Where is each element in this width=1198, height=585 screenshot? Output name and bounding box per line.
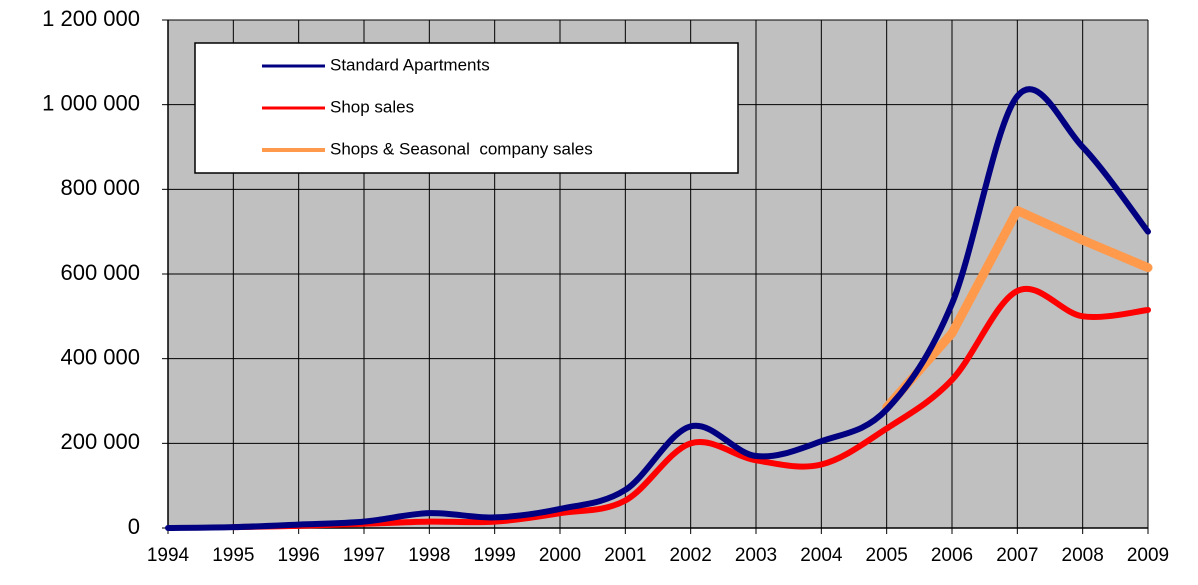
y-tick-label: 800 000 bbox=[60, 175, 140, 200]
series-line bbox=[165, 86, 1151, 531]
x-tick-label: 2007 bbox=[996, 545, 1038, 566]
x-tick-label: 2006 bbox=[931, 545, 973, 566]
y-tick-label: 400 000 bbox=[60, 344, 140, 369]
x-tick-label: 2005 bbox=[866, 545, 908, 566]
x-tick-label: 2003 bbox=[735, 545, 777, 566]
legend-label: Shops & Seasonal company sales bbox=[330, 139, 593, 158]
x-tick-label: 2004 bbox=[800, 545, 843, 566]
x-tick-label: 1994 bbox=[147, 545, 190, 566]
series-line bbox=[882, 206, 1153, 412]
y-tick-label: 1 200 000 bbox=[42, 6, 140, 31]
y-tick-label: 200 000 bbox=[60, 429, 140, 454]
y-tick-label: 1 000 000 bbox=[42, 90, 140, 115]
x-tick-label: 1998 bbox=[408, 545, 450, 566]
x-tick-label: 2008 bbox=[1062, 545, 1104, 566]
x-tick-label: 1996 bbox=[278, 545, 320, 566]
y-tick-label: 0 bbox=[128, 514, 140, 539]
x-tick-label: 1999 bbox=[474, 545, 516, 566]
x-tick-label: 1997 bbox=[343, 545, 385, 566]
x-tick-label: 2009 bbox=[1127, 545, 1169, 566]
legend-label: Standard Apartments bbox=[330, 55, 490, 74]
legend: Standard Apartments Shop sales Shops & Sea… bbox=[194, 42, 739, 174]
x-tick-label: 2000 bbox=[539, 545, 581, 566]
series-line bbox=[230, 285, 1151, 531]
legend-label: Shop sales bbox=[330, 97, 414, 116]
y-tick-label: 600 000 bbox=[60, 260, 140, 285]
x-tick-label: 2002 bbox=[670, 545, 712, 566]
x-tick-label: 1995 bbox=[212, 545, 254, 566]
x-tick-label: 2001 bbox=[604, 545, 646, 566]
